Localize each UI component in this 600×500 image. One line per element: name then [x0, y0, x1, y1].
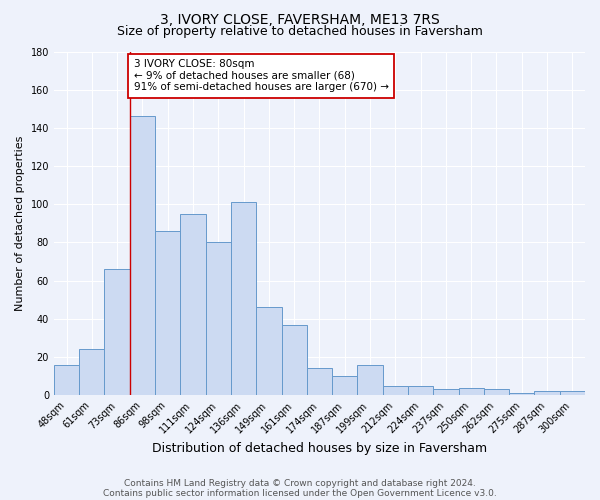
- Bar: [458, 388, 484, 395]
- Bar: [281, 324, 307, 395]
- Bar: [256, 308, 281, 395]
- Bar: [358, 364, 383, 395]
- Text: Contains HM Land Registry data © Crown copyright and database right 2024.: Contains HM Land Registry data © Crown c…: [124, 478, 476, 488]
- Bar: [484, 390, 509, 395]
- Bar: [54, 364, 79, 395]
- Bar: [79, 350, 104, 395]
- Bar: [509, 394, 535, 395]
- Bar: [231, 202, 256, 395]
- Bar: [130, 116, 155, 395]
- Bar: [206, 242, 231, 395]
- Bar: [408, 386, 433, 395]
- Text: 3 IVORY CLOSE: 80sqm
← 9% of detached houses are smaller (68)
91% of semi-detach: 3 IVORY CLOSE: 80sqm ← 9% of detached ho…: [134, 59, 389, 92]
- Y-axis label: Number of detached properties: Number of detached properties: [15, 136, 25, 311]
- Bar: [560, 392, 585, 395]
- Bar: [383, 386, 408, 395]
- Text: Size of property relative to detached houses in Faversham: Size of property relative to detached ho…: [117, 25, 483, 38]
- Text: 3, IVORY CLOSE, FAVERSHAM, ME13 7RS: 3, IVORY CLOSE, FAVERSHAM, ME13 7RS: [160, 12, 440, 26]
- Text: Contains public sector information licensed under the Open Government Licence v3: Contains public sector information licen…: [103, 488, 497, 498]
- X-axis label: Distribution of detached houses by size in Faversham: Distribution of detached houses by size …: [152, 442, 487, 455]
- Bar: [332, 376, 358, 395]
- Bar: [155, 231, 181, 395]
- Bar: [307, 368, 332, 395]
- Bar: [104, 269, 130, 395]
- Bar: [433, 390, 458, 395]
- Bar: [181, 214, 206, 395]
- Bar: [535, 392, 560, 395]
